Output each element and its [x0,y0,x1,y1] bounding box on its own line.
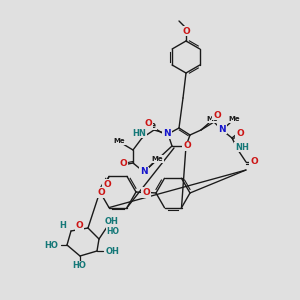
Text: Me: Me [143,121,157,130]
Text: O: O [213,110,221,119]
Text: OH: OH [106,247,120,256]
Text: Me: Me [151,156,163,162]
Text: Me: Me [206,116,218,122]
Text: HO: HO [44,241,58,250]
Text: H: H [60,220,66,230]
Text: OH: OH [105,217,119,226]
Text: O: O [250,158,258,166]
Text: N: N [163,130,171,139]
Text: O: O [97,188,105,197]
Text: O: O [182,26,190,35]
Text: O: O [119,158,127,167]
Text: O: O [142,188,150,197]
Text: O: O [103,180,111,189]
Text: O: O [144,119,152,128]
Text: O: O [236,130,244,139]
Text: Me: Me [228,116,240,122]
Text: HO: HO [106,226,119,236]
Text: HO: HO [72,262,86,271]
Text: O: O [183,142,191,151]
Text: HN: HN [132,128,146,137]
Text: NH: NH [235,142,249,152]
Text: N: N [218,124,226,134]
Text: O: O [76,221,83,230]
Text: N: N [140,167,148,176]
Text: Me: Me [113,138,125,144]
